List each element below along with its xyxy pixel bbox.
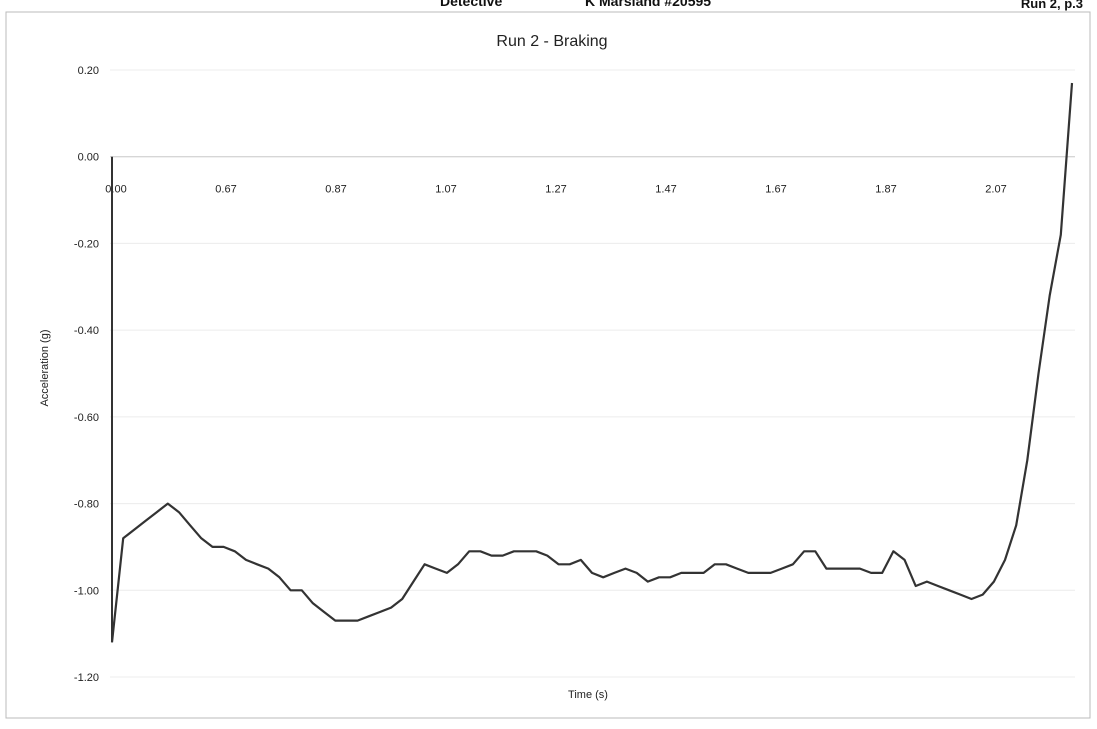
x-tick-label: 1.07	[435, 184, 456, 196]
x-tick-label: 0.87	[325, 184, 346, 196]
y-axis-label: Acceleration (g)	[39, 329, 51, 406]
x-axis-label: Time (s)	[568, 689, 608, 701]
y-tick-label: -0.40	[74, 325, 99, 337]
chart-title: Run 2 - Braking	[496, 33, 607, 50]
x-tick-label: 1.87	[875, 184, 896, 196]
x-tick-label: 0.00	[105, 184, 126, 196]
header-label-middle: K Marsland #20595	[585, 0, 712, 9]
x-tick-label: 1.27	[545, 184, 566, 196]
x-axis-tick-labels: 0.00 0.67 0.87 1.07 1.27 1.47 1.67 1.87 2.07	[105, 184, 1006, 196]
header-label-left: Detective	[440, 0, 503, 9]
x-tick-label: 2.07	[985, 184, 1006, 196]
gridlines	[110, 69, 1075, 678]
y-tick-label: -1.00	[74, 585, 99, 597]
y-tick-label: -0.20	[74, 238, 99, 250]
acceleration-series-line	[110, 82, 1074, 643]
y-tick-label: -0.60	[74, 412, 99, 424]
y-axis-tick-labels: 0.20 0.00 -0.20 -0.40 -0.60 -0.80 -1.00 -1.20	[74, 65, 99, 684]
x-tick-label: 1.67	[765, 184, 786, 196]
header-page-label: Run 2, p.3	[1020, 0, 1083, 11]
x-tick-label: 1.47	[655, 184, 676, 196]
y-tick-label: 0.20	[78, 65, 99, 77]
y-tick-label: -0.80	[74, 499, 99, 511]
x-tick-label: 0.67	[215, 184, 236, 196]
chart-border	[5, 11, 1091, 719]
y-tick-label: -1.20	[74, 672, 99, 684]
y-tick-label: 0.00	[78, 152, 99, 164]
